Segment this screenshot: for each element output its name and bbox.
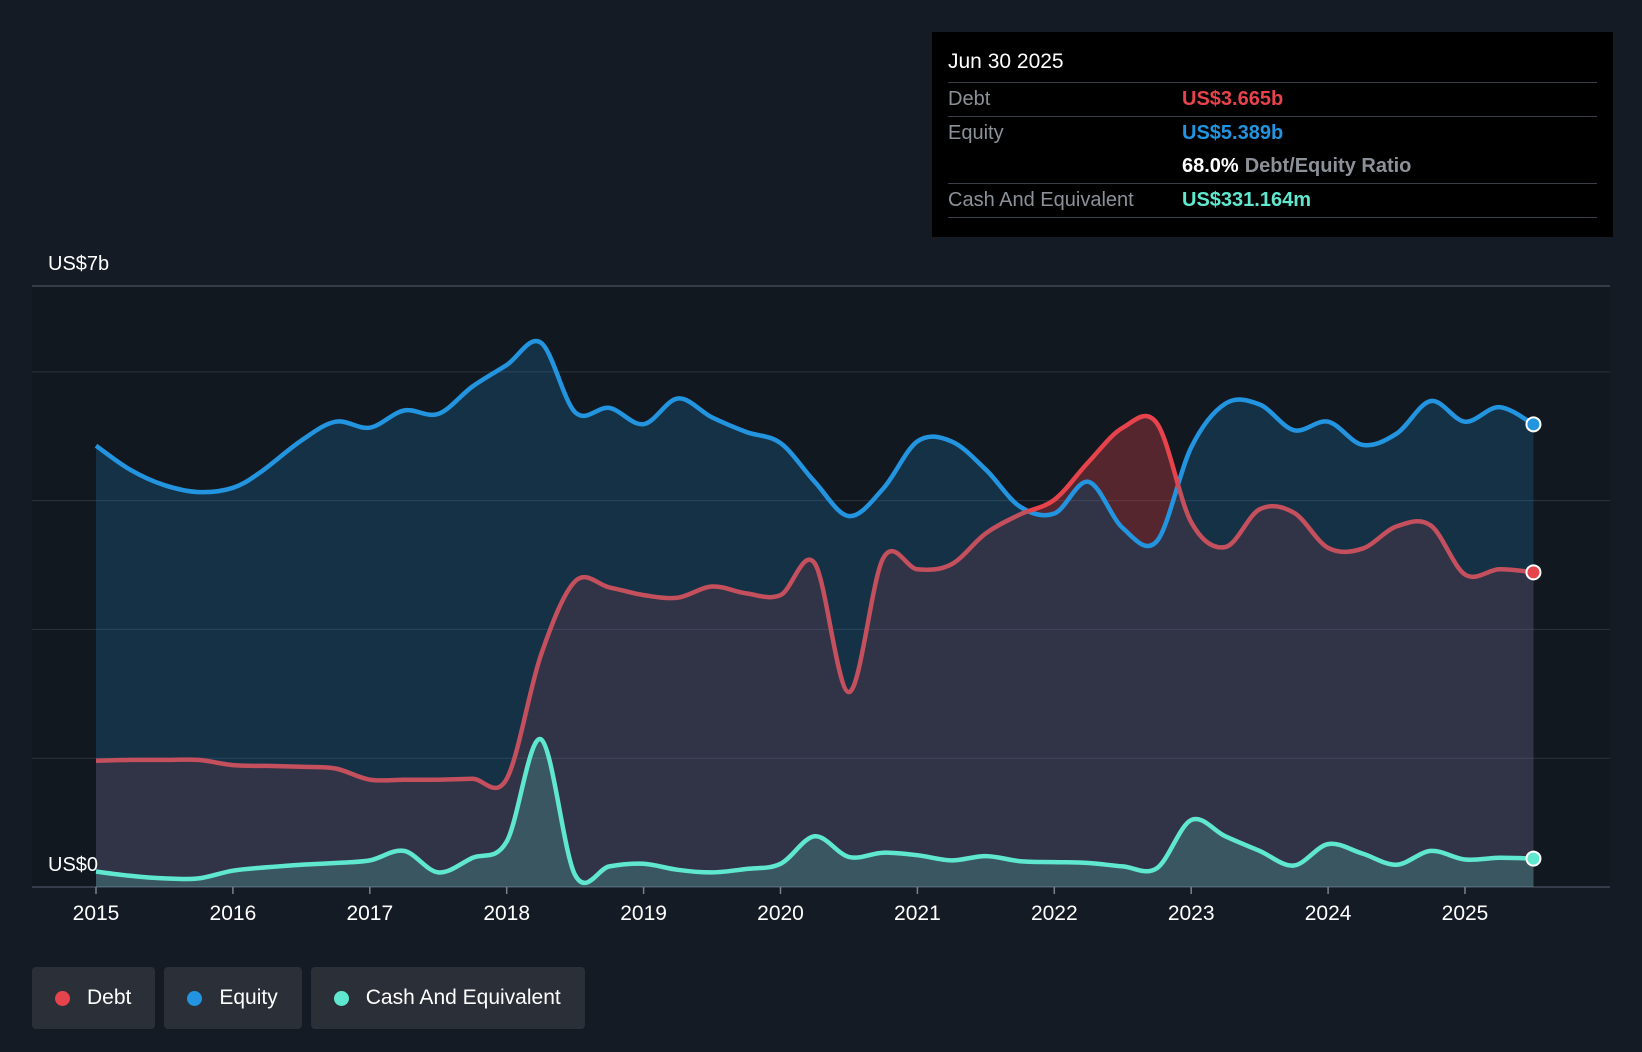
tooltip-equity-label: Equity [948, 122, 1004, 144]
legend-dot-icon [55, 990, 70, 1006]
tooltip-date: Jun 30 2025 [948, 50, 1064, 73]
tooltip-equity-value: US$5.389b [1182, 122, 1284, 144]
legend-dot-icon [187, 990, 203, 1006]
tooltip-ratio-label: Debt/Equity Ratio [1244, 155, 1412, 177]
tooltip-ratio-value: 68.0% [1182, 155, 1239, 177]
x-tick-label: 2025 [1442, 902, 1489, 925]
cash-line [95, 737, 1534, 885]
x-tick-label: 2017 [346, 902, 393, 925]
debt-line [95, 413, 1534, 791]
tooltip-row-equity: Equity US$5.389b [948, 116, 1597, 150]
tooltip-row-debt: Debt US$3.665b [948, 82, 1597, 116]
legend-item-equity[interactable]: Equity [164, 967, 302, 1029]
tooltip-row-ratio: 68.0% Debt/Equity Ratio [948, 150, 1597, 183]
debt-area [96, 416, 1534, 887]
x-tick-label: 2024 [1305, 902, 1352, 925]
legend-label-cash: Cash And Equivalent [365, 986, 561, 1009]
legend-item-debt[interactable]: Debt [32, 967, 156, 1029]
tooltip-row-cash: Cash And Equivalent US$331.164m [948, 183, 1597, 218]
x-tick-label: 2022 [1031, 902, 1078, 925]
x-tick-label: 2018 [483, 902, 530, 925]
tooltip-cash-value: US$331.164m [1182, 189, 1311, 211]
equity-area [96, 341, 1534, 887]
x-tick-label: 2020 [757, 902, 804, 925]
equity-end-dot [1525, 416, 1542, 433]
legend-item-cash[interactable]: Cash And Equivalent [310, 967, 585, 1029]
cash-area [96, 739, 1534, 887]
legend-label-equity: Equity [219, 986, 278, 1009]
cash-end-dot [1525, 850, 1542, 867]
x-tick-label: 2019 [620, 902, 667, 925]
debt-end-dot [1525, 564, 1542, 581]
legend-dot-icon [333, 990, 349, 1006]
tooltip-panel: Jun 30 2025 Debt US$3.665b Equity US$5.3… [932, 32, 1613, 237]
x-tick-label: 2023 [1168, 902, 1215, 925]
y-tick-label: US$7b [48, 253, 109, 275]
legend-label-debt: Debt [87, 986, 132, 1009]
x-tick-label: 2016 [210, 902, 257, 925]
x-tick-label: 2021 [894, 902, 941, 925]
chart-legend: Debt Equity Cash And Equivalent [32, 967, 594, 1029]
tooltip-cash-label: Cash And Equivalent [948, 189, 1134, 211]
x-tick-label: 2015 [73, 902, 120, 925]
y-tick-label: US$0 [48, 854, 98, 876]
tooltip-debt-value: US$3.665b [1182, 88, 1284, 110]
equity-line [94, 338, 1535, 549]
tooltip-debt-label: Debt [948, 88, 991, 110]
